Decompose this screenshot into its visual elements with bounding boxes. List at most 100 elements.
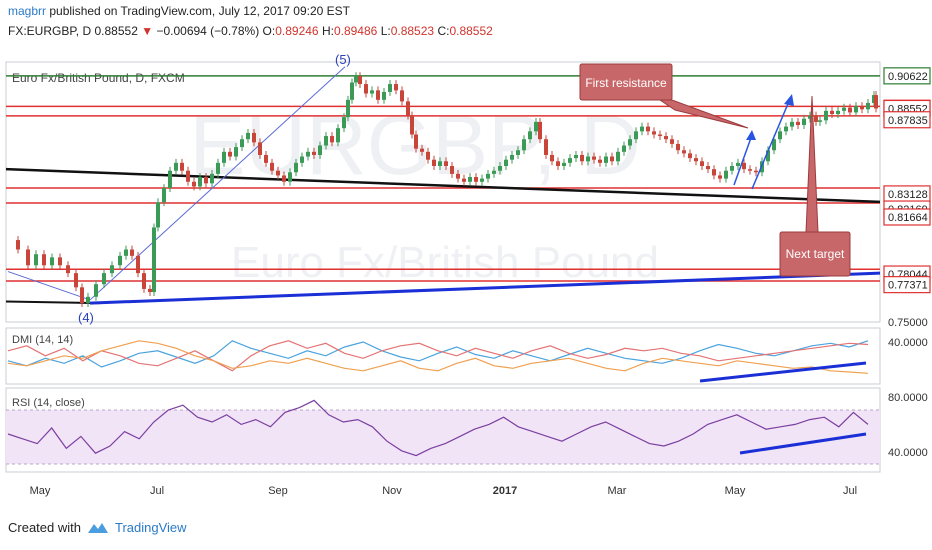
candle-body xyxy=(168,170,172,189)
candle-body xyxy=(498,166,502,171)
candle-body xyxy=(50,257,54,266)
dmi-minus-line xyxy=(7,340,869,372)
candle-body xyxy=(264,154,268,163)
up-arrow-head xyxy=(746,130,756,140)
low-value: 0.88523 xyxy=(390,24,435,38)
candle-body xyxy=(110,265,114,274)
candle-body xyxy=(354,76,358,83)
candle-body xyxy=(456,173,460,179)
candle-body xyxy=(86,296,90,304)
price-axis-tag xyxy=(883,276,931,294)
candle-body xyxy=(246,132,250,140)
candle-body xyxy=(634,131,638,140)
candle-body xyxy=(142,273,146,289)
candle-body xyxy=(742,162,746,170)
candle-body xyxy=(860,106,864,110)
rsi-label: RSI (14, close) xyxy=(12,397,85,409)
candle-body xyxy=(66,265,70,274)
up-arrow xyxy=(751,98,791,190)
dmi-axis-label: 40.0000 xyxy=(888,337,928,349)
dmi-pane xyxy=(5,327,881,385)
wave-4-label: (4) xyxy=(78,310,94,325)
candle-body xyxy=(766,150,770,162)
candle-body xyxy=(682,150,686,154)
next-target-box xyxy=(779,231,851,277)
rsi-band xyxy=(6,410,880,464)
close-label: C: xyxy=(437,24,450,38)
candle-body xyxy=(16,240,20,250)
candle-body xyxy=(550,154,554,162)
candle-body xyxy=(174,162,178,171)
candle-body xyxy=(400,90,404,102)
candle-body xyxy=(318,145,322,155)
candle-body xyxy=(848,107,852,113)
candle-body xyxy=(796,121,800,126)
candle-body xyxy=(730,166,734,171)
annotation-overlays: (5) (4) First resistance Next target xyxy=(78,52,851,325)
candle-body xyxy=(874,95,878,109)
price-axis-label: 0.75000 xyxy=(888,317,928,329)
candle-body xyxy=(824,110,828,121)
candle-body xyxy=(152,227,156,293)
candle-body xyxy=(136,255,140,274)
candle-body xyxy=(276,170,280,176)
rsi-axis-label-80: 80.0000 xyxy=(888,392,928,404)
candle-body xyxy=(772,139,776,151)
candle-body xyxy=(350,82,354,100)
candle-body xyxy=(118,255,122,266)
candle-body xyxy=(830,110,834,114)
candle-body xyxy=(808,115,812,119)
candle-body xyxy=(748,169,752,171)
time-axis-label: Nov xyxy=(382,485,402,497)
candlestick-series xyxy=(16,72,878,308)
black-support-line xyxy=(5,300,101,305)
candle-body xyxy=(148,288,152,293)
dmi-label: DMI (14, 14) xyxy=(12,334,73,346)
candle-body xyxy=(34,254,38,266)
price-axis-tag xyxy=(883,208,931,226)
high-value: 0.89486 xyxy=(333,24,378,38)
candle-body xyxy=(592,156,596,160)
price-axis-tag xyxy=(883,67,931,85)
candle-body xyxy=(580,154,584,162)
candle-body xyxy=(130,249,134,256)
candle-body xyxy=(394,84,398,91)
first-resistance-text: First resistance xyxy=(585,76,667,90)
candle-body xyxy=(346,99,350,118)
candle-body xyxy=(222,151,226,163)
time-axis-label: 2017 xyxy=(493,485,517,497)
candle-body xyxy=(670,139,674,144)
price-axis-label: 0.90622 xyxy=(888,71,928,83)
trendlines xyxy=(5,66,881,305)
candle-body xyxy=(854,106,858,113)
candle-body xyxy=(216,162,220,174)
candle-body xyxy=(102,273,106,285)
candle-body xyxy=(444,161,448,166)
candle-body xyxy=(598,159,602,163)
candle-body xyxy=(646,126,650,132)
author-link[interactable]: magbrr xyxy=(8,4,47,18)
black-trendline xyxy=(5,167,881,204)
close-value: 0.88552 xyxy=(449,24,493,38)
candle-body xyxy=(700,161,704,166)
rsi-line xyxy=(7,399,869,457)
candle-body xyxy=(814,115,818,122)
tradingview-brand[interactable]: TradingView xyxy=(114,520,187,535)
footer: Created with TradingView xyxy=(8,520,187,535)
adx-line xyxy=(7,340,869,374)
resistance-levels xyxy=(6,75,880,282)
candle-body xyxy=(324,136,328,146)
chart-canvas[interactable]: EURGBP, D Euro Fx/British Pound Euro Fx/… xyxy=(0,42,932,512)
symbol-label: FX:EURGBP, D xyxy=(8,24,92,38)
price-axis-label: 0.87835 xyxy=(888,115,928,127)
candle-body xyxy=(652,131,656,135)
time-axis-label: May xyxy=(725,485,746,497)
candle-body xyxy=(438,161,442,166)
candle-body xyxy=(522,139,526,151)
candle-body xyxy=(342,117,346,129)
candle-body xyxy=(186,170,190,182)
candle-body xyxy=(300,156,304,163)
candle-body xyxy=(370,90,374,94)
price-change: −0.00694 (−0.78%) xyxy=(156,24,260,38)
published-text: published on TradingView.com, July 12, 2… xyxy=(49,4,350,18)
